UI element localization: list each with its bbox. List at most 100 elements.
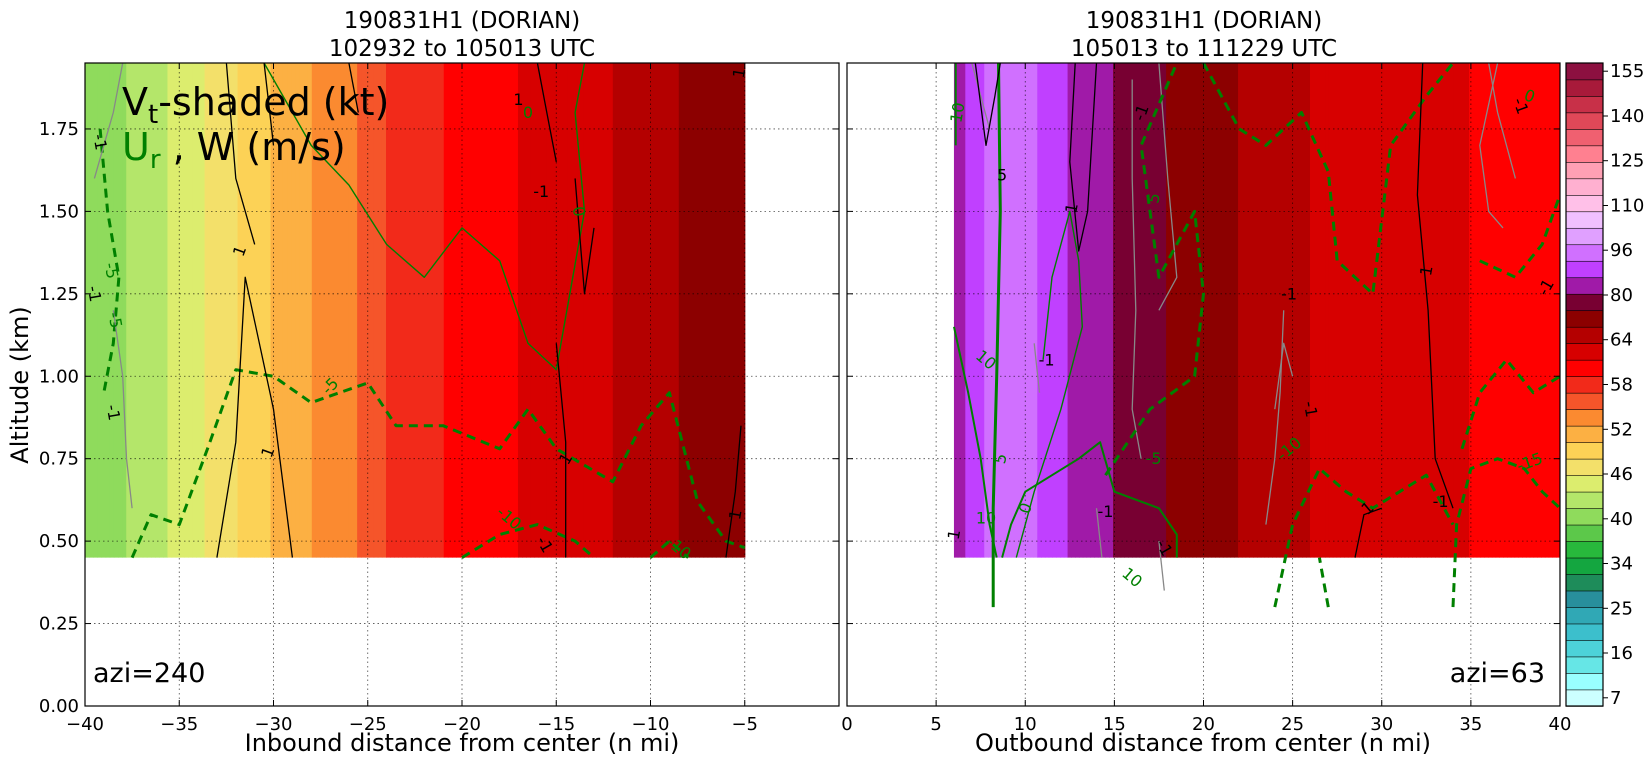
left-grid — [85, 63, 839, 706]
left-vt-strip — [146, 63, 152, 558]
left-vt-strip — [241, 63, 247, 558]
right-w-contour — [1416, 63, 1454, 509]
right-x-tick-label: 10 — [1014, 714, 1037, 735]
colorbar-cell — [1565, 375, 1604, 394]
right-vt-strip — [1548, 63, 1554, 558]
left-contour-label: 0 — [569, 205, 589, 218]
left-vt-strip — [517, 63, 523, 558]
colorbar-cell — [1565, 491, 1604, 509]
right-vt-strip — [1469, 63, 1474, 558]
left-vt-strip — [707, 63, 713, 558]
left-vt-strip — [559, 63, 564, 558]
left-vt-strip — [414, 63, 420, 558]
y-tick-label: 0.25 — [39, 614, 79, 635]
left-vt-strip — [674, 63, 680, 558]
right-vt-strip — [1131, 63, 1137, 558]
right-vt-strip — [1207, 63, 1213, 558]
left-w-contour — [574, 178, 595, 295]
right-vt-strip — [1033, 63, 1038, 558]
left-azimuth-annotation: azi=240 — [93, 658, 205, 689]
colorbar-tick-label: 64 — [1610, 330, 1633, 351]
right-w-contour — [1354, 507, 1383, 558]
colorbar-cell — [1565, 260, 1604, 279]
left-vt-strip — [592, 63, 597, 558]
right-vt-strip — [1143, 63, 1148, 558]
right-vt-strip — [1381, 63, 1387, 558]
right-x-tick-label: 5 — [930, 714, 941, 735]
left-vt-strip — [328, 63, 333, 558]
left-vt-strip — [171, 63, 177, 558]
right-vt-strip — [1544, 63, 1550, 558]
left-vt-strip — [645, 63, 651, 558]
left-vt-strip — [579, 63, 585, 558]
colorbar-cell — [1565, 310, 1604, 328]
right-vt-strip — [1404, 63, 1410, 558]
left-vt-strip — [386, 63, 391, 558]
right-vt-strip — [1427, 63, 1432, 558]
left-ur-contour — [130, 368, 746, 559]
left-vt-strip — [85, 63, 90, 558]
left-vt-strip — [530, 63, 536, 558]
left-vt-strip — [353, 63, 358, 558]
colorbar: 155 140 125 110 96 80 64 58 52 46 40 34 25 16 7 — [1565, 61, 1644, 709]
right-w-contour — [974, 63, 1001, 147]
colorbar-cell — [1565, 639, 1604, 658]
right-contour-label: 5 — [990, 452, 1010, 465]
right-contour-label: 5 — [997, 166, 1007, 185]
right-vt-strip — [1541, 63, 1546, 558]
colorbar-cell — [1565, 425, 1604, 443]
left-vt-strip — [678, 63, 684, 558]
right-contour-label: 10 — [946, 101, 968, 124]
right-contour-label: 1 — [944, 528, 964, 541]
left-vt-strip — [534, 63, 540, 558]
right-contour-label: -1 — [1509, 95, 1532, 116]
right-vt-strip — [1412, 63, 1417, 558]
right-vt-strip — [1495, 63, 1500, 558]
left-vt-strip — [616, 63, 622, 558]
right-vt-strip — [1529, 63, 1535, 558]
right-vt-strip — [1438, 63, 1444, 558]
colorbar-cell — [1565, 689, 1604, 707]
right-vt-strip — [1506, 63, 1512, 558]
colorbar-tick-label: 110 — [1610, 196, 1644, 217]
right-vt-strip — [988, 63, 993, 558]
right-vt-strip — [1533, 63, 1538, 558]
left-vt-strip — [497, 63, 503, 558]
right-vt-strip — [1086, 63, 1091, 558]
right-vt-strip — [1256, 63, 1262, 558]
colorbar-tick-label: 140 — [1610, 106, 1644, 127]
right-vt-strip — [1226, 63, 1232, 558]
left-x-tick-label: −15 — [537, 714, 575, 735]
left-vt-strip — [134, 63, 140, 558]
left-vt-strip — [608, 63, 614, 558]
colorbar-cell — [1565, 62, 1604, 81]
right-vt-strip — [1408, 63, 1413, 558]
right-vt-strip — [961, 63, 966, 558]
colorbar-tick-label: 125 — [1610, 151, 1644, 172]
right-vt-strip — [965, 63, 970, 558]
left-x-tick-label: −35 — [160, 714, 198, 735]
left-vt-strip — [476, 63, 482, 558]
left-contour-label: 1 — [725, 508, 745, 521]
left-vt-strip — [142, 63, 148, 558]
right-vt-strip — [1480, 63, 1485, 558]
colorbar-cell — [1565, 244, 1604, 262]
right-vt-strip — [1067, 63, 1072, 558]
right-vt-strip — [1060, 63, 1065, 558]
left-vt-strip — [682, 63, 688, 558]
left-vt-strip — [117, 63, 123, 558]
right-contour-label: 1 — [1061, 201, 1081, 214]
left-w-neg-contour — [93, 63, 124, 179]
right-contour-label: -1 — [1300, 400, 1321, 419]
left-vt-strip — [563, 63, 569, 558]
colorbar-cell — [1565, 211, 1604, 229]
left-contour-label: -5 — [104, 311, 125, 330]
right-vt-strip — [1048, 63, 1054, 558]
right-w-contour-gray — [971, 63, 991, 130]
colorbar-cell — [1565, 606, 1604, 625]
right-vt-strip — [1181, 63, 1186, 558]
left-vt-strip — [369, 63, 375, 558]
right-vt-strip — [1082, 63, 1088, 558]
left-x-tick-label: −20 — [443, 714, 481, 735]
